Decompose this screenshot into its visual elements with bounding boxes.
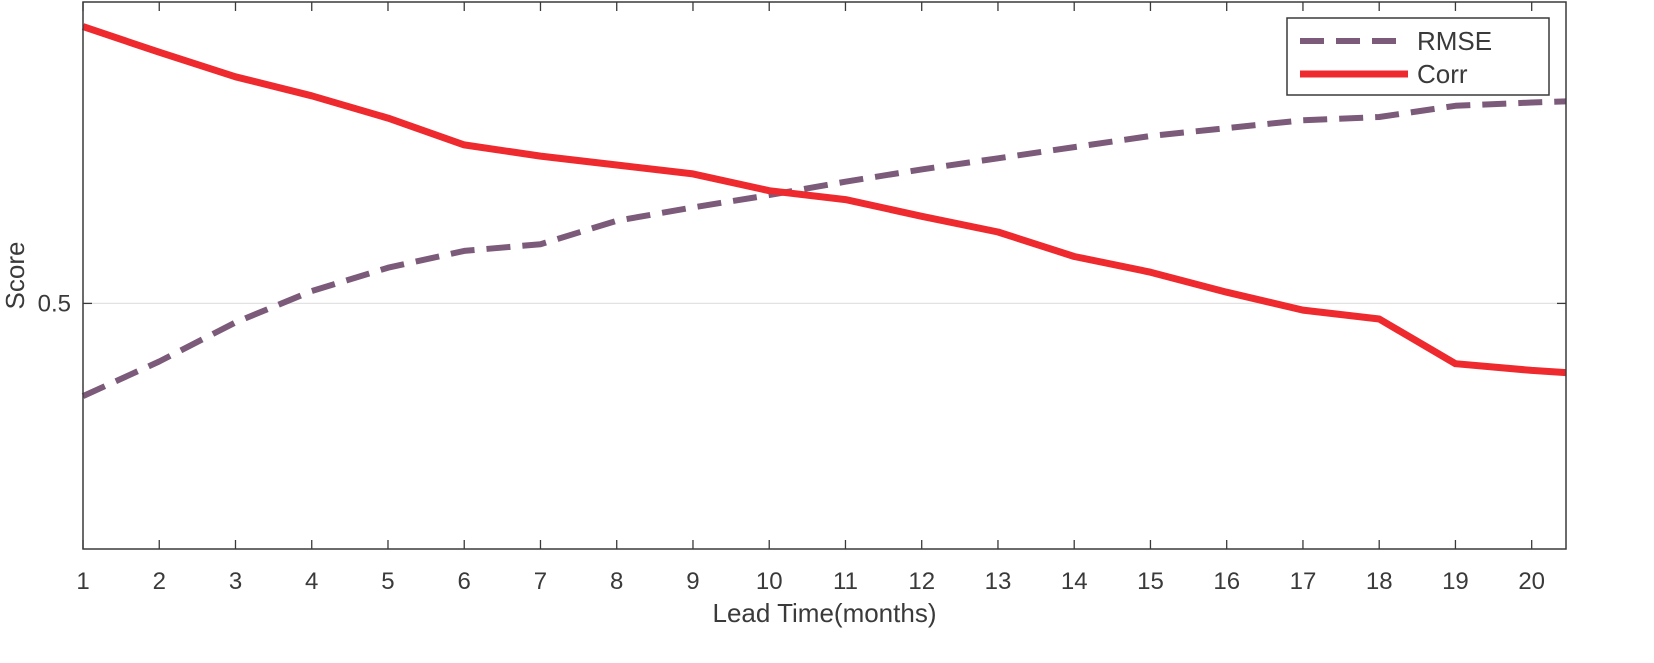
x-tick-label: 6: [458, 568, 471, 595]
x-tick-label: 14: [1061, 568, 1088, 595]
x-tick-label: 9: [686, 568, 699, 595]
x-tick-label: 12: [908, 568, 935, 595]
x-tick-label: 10: [756, 568, 783, 595]
x-tick-label: 8: [610, 568, 623, 595]
x-tick-label: 11: [833, 568, 858, 595]
legend-label-corr: Corr: [1417, 59, 1468, 89]
x-axis-title: Lead Time(months): [713, 598, 937, 628]
x-tick-label: 16: [1213, 568, 1240, 595]
series-line-rmse: [81, 98, 1567, 399]
legend: RMSE Corr: [1286, 17, 1550, 96]
x-tick-label: 4: [305, 568, 318, 595]
x-tick-label: 18: [1366, 568, 1393, 595]
x-tick-label: 5: [381, 568, 394, 595]
legend-label-rmse: RMSE: [1417, 26, 1492, 56]
x-tick-label: 3: [229, 568, 242, 595]
series-layer: [81, 23, 1567, 399]
x-tick-label: 7: [534, 568, 547, 595]
plot-frame: [82, 1, 1567, 550]
tick-layer: 1 2 3 4 5 6 7 8 9 10 11 12 13 14 15 16 17 18 19 200.5: [38, 2, 1566, 595]
y-axis-title: Score: [0, 242, 30, 310]
x-tick-label: 19: [1442, 568, 1469, 595]
x-tick-label: 15: [1137, 568, 1164, 595]
legend-box: [1286, 17, 1550, 96]
x-tick-label: 1: [76, 568, 89, 595]
x-tick-label: 20: [1518, 568, 1545, 595]
x-tick-label: 2: [153, 568, 166, 595]
y-tick-label: 0.5: [38, 290, 71, 317]
x-tick-label: 13: [985, 568, 1012, 595]
x-tick-label: 17: [1290, 568, 1317, 595]
series-line-corr: [81, 23, 1567, 377]
